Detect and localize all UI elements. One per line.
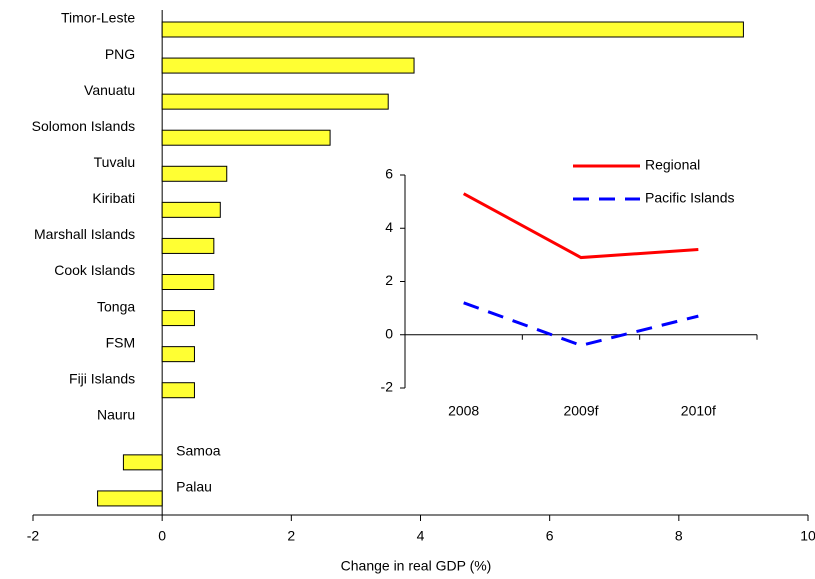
x-tick-label: 2009f [563,403,598,419]
bar [161,201,221,218]
x-tick-label: -2 [27,528,40,544]
bar [122,454,163,471]
bar [97,490,163,507]
category-label: Vanuatu [84,82,135,98]
category-label: Cook Islands [54,262,135,278]
legend-label: Regional [645,157,700,173]
series-line [462,192,699,260]
bar [161,21,744,38]
y-tick-label: -2 [381,379,394,395]
category-label: Palau [176,479,212,495]
bar [161,57,415,74]
category-label: Marshall Islands [34,226,135,242]
legend-label: Pacific Islands [645,190,734,206]
category-label: Tonga [97,298,135,314]
bar [161,237,215,254]
bar [161,346,195,363]
x-axis-label: Change in real GDP (%) [341,558,492,574]
category-label: Solomon Islands [32,118,136,134]
series-line [463,301,699,347]
y-tick-label: 0 [385,325,393,341]
x-tick-label: 8 [675,528,683,544]
x-tick-label: 6 [546,528,554,544]
category-label: Tuvalu [94,154,136,170]
category-label: PNG [105,46,135,62]
bar [161,310,195,327]
x-tick-label: 10 [800,528,815,544]
y-tick-label: 6 [385,166,393,182]
category-label: Kiribati [92,190,135,206]
y-tick-label: 4 [385,219,393,235]
bar [161,165,228,182]
bar [161,274,215,290]
category-label: Fiji Islands [69,370,135,386]
category-label: Samoa [176,443,221,459]
bar [161,93,389,110]
category-label: Nauru [97,406,135,422]
category-label: FSM [106,334,136,350]
bar [161,382,195,399]
x-tick-label: 4 [417,528,425,544]
y-tick-label: 2 [385,272,393,288]
bar [161,129,331,146]
category-label: Timor-Leste [61,10,135,26]
x-tick-label: 2010f [681,403,716,419]
x-tick-label: 2 [287,528,295,544]
x-tick-label: 0 [158,528,166,544]
x-tick-label: 2008 [448,403,479,419]
